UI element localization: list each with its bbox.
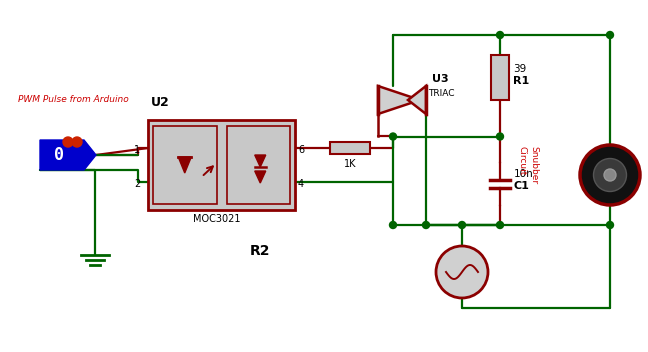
Circle shape: [422, 221, 430, 228]
Text: 4: 4: [298, 179, 304, 189]
Text: U3: U3: [432, 74, 448, 84]
Text: U2: U2: [151, 96, 170, 109]
Circle shape: [580, 145, 640, 205]
Text: 39: 39: [513, 63, 526, 74]
Text: 6: 6: [298, 145, 304, 155]
Circle shape: [389, 221, 397, 228]
Text: Snubber
Circuit: Snubber Circuit: [518, 146, 538, 184]
Polygon shape: [40, 140, 96, 170]
Text: C1: C1: [514, 181, 530, 191]
Polygon shape: [255, 155, 266, 167]
Text: 2: 2: [134, 179, 140, 189]
Polygon shape: [255, 171, 266, 183]
Text: 1K: 1K: [343, 159, 356, 169]
Text: TRIAC: TRIAC: [428, 89, 454, 98]
Text: 1: 1: [134, 145, 140, 155]
Circle shape: [496, 133, 503, 140]
Polygon shape: [178, 157, 191, 173]
Circle shape: [389, 133, 397, 140]
Circle shape: [436, 246, 488, 298]
Bar: [491, 55, 509, 100]
Circle shape: [594, 158, 627, 191]
Text: 10n: 10n: [514, 169, 534, 179]
Bar: [148, 120, 295, 210]
Text: MOC3021: MOC3021: [194, 214, 241, 224]
Bar: [153, 126, 216, 204]
Bar: [227, 126, 290, 204]
Circle shape: [607, 31, 614, 38]
Circle shape: [63, 137, 73, 147]
Circle shape: [607, 221, 614, 228]
Text: R1: R1: [513, 75, 529, 86]
Circle shape: [604, 169, 616, 181]
Circle shape: [459, 221, 465, 228]
Text: PWM Pulse from Arduino: PWM Pulse from Arduino: [18, 95, 129, 105]
Text: R2: R2: [250, 244, 270, 258]
Circle shape: [496, 31, 503, 38]
Circle shape: [72, 137, 82, 147]
Bar: [330, 142, 370, 154]
Polygon shape: [408, 86, 426, 114]
Text: 0: 0: [54, 146, 64, 164]
Polygon shape: [378, 86, 420, 114]
Circle shape: [496, 221, 503, 228]
